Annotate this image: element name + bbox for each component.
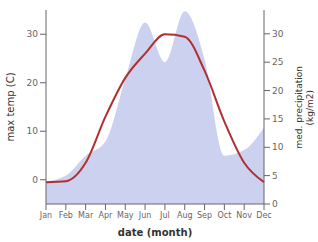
svg-text:30: 30 [272, 29, 284, 39]
html-text:med. precipitation (kg/m2): med. precipitation (kg/m2) [294, 65, 315, 149]
svg-text:May: May [117, 211, 134, 220]
svg-text:25: 25 [272, 57, 283, 67]
svg-text:date (month): date (month) [118, 227, 192, 238]
svg-text:5: 5 [272, 171, 278, 181]
svg-text:20: 20 [27, 78, 39, 88]
svg-text:30: 30 [27, 29, 39, 39]
svg-text:max temp (C): max temp (C) [8, 72, 16, 141]
svg-text:20: 20 [272, 86, 284, 96]
svg-text:Jun: Jun [138, 211, 152, 220]
svg-text:10: 10 [272, 142, 284, 152]
svg-text:Sep: Sep [197, 211, 212, 220]
svg-text:Apr: Apr [99, 211, 114, 220]
svg-text:Nov: Nov [236, 211, 252, 220]
svg-text:15: 15 [272, 114, 283, 124]
svg-text:Dec: Dec [256, 211, 271, 220]
svg-text:Aug: Aug [177, 211, 193, 220]
svg-text:10: 10 [27, 126, 39, 136]
svg-text:0: 0 [272, 199, 278, 209]
svg-text:Jan: Jan [39, 211, 52, 220]
svg-text:Feb: Feb [59, 211, 73, 220]
svg-text:Oct: Oct [217, 211, 231, 220]
svg-text:0: 0 [32, 175, 38, 185]
svg-text:Jul: Jul [159, 211, 170, 220]
svg-text:Mar: Mar [78, 211, 94, 220]
